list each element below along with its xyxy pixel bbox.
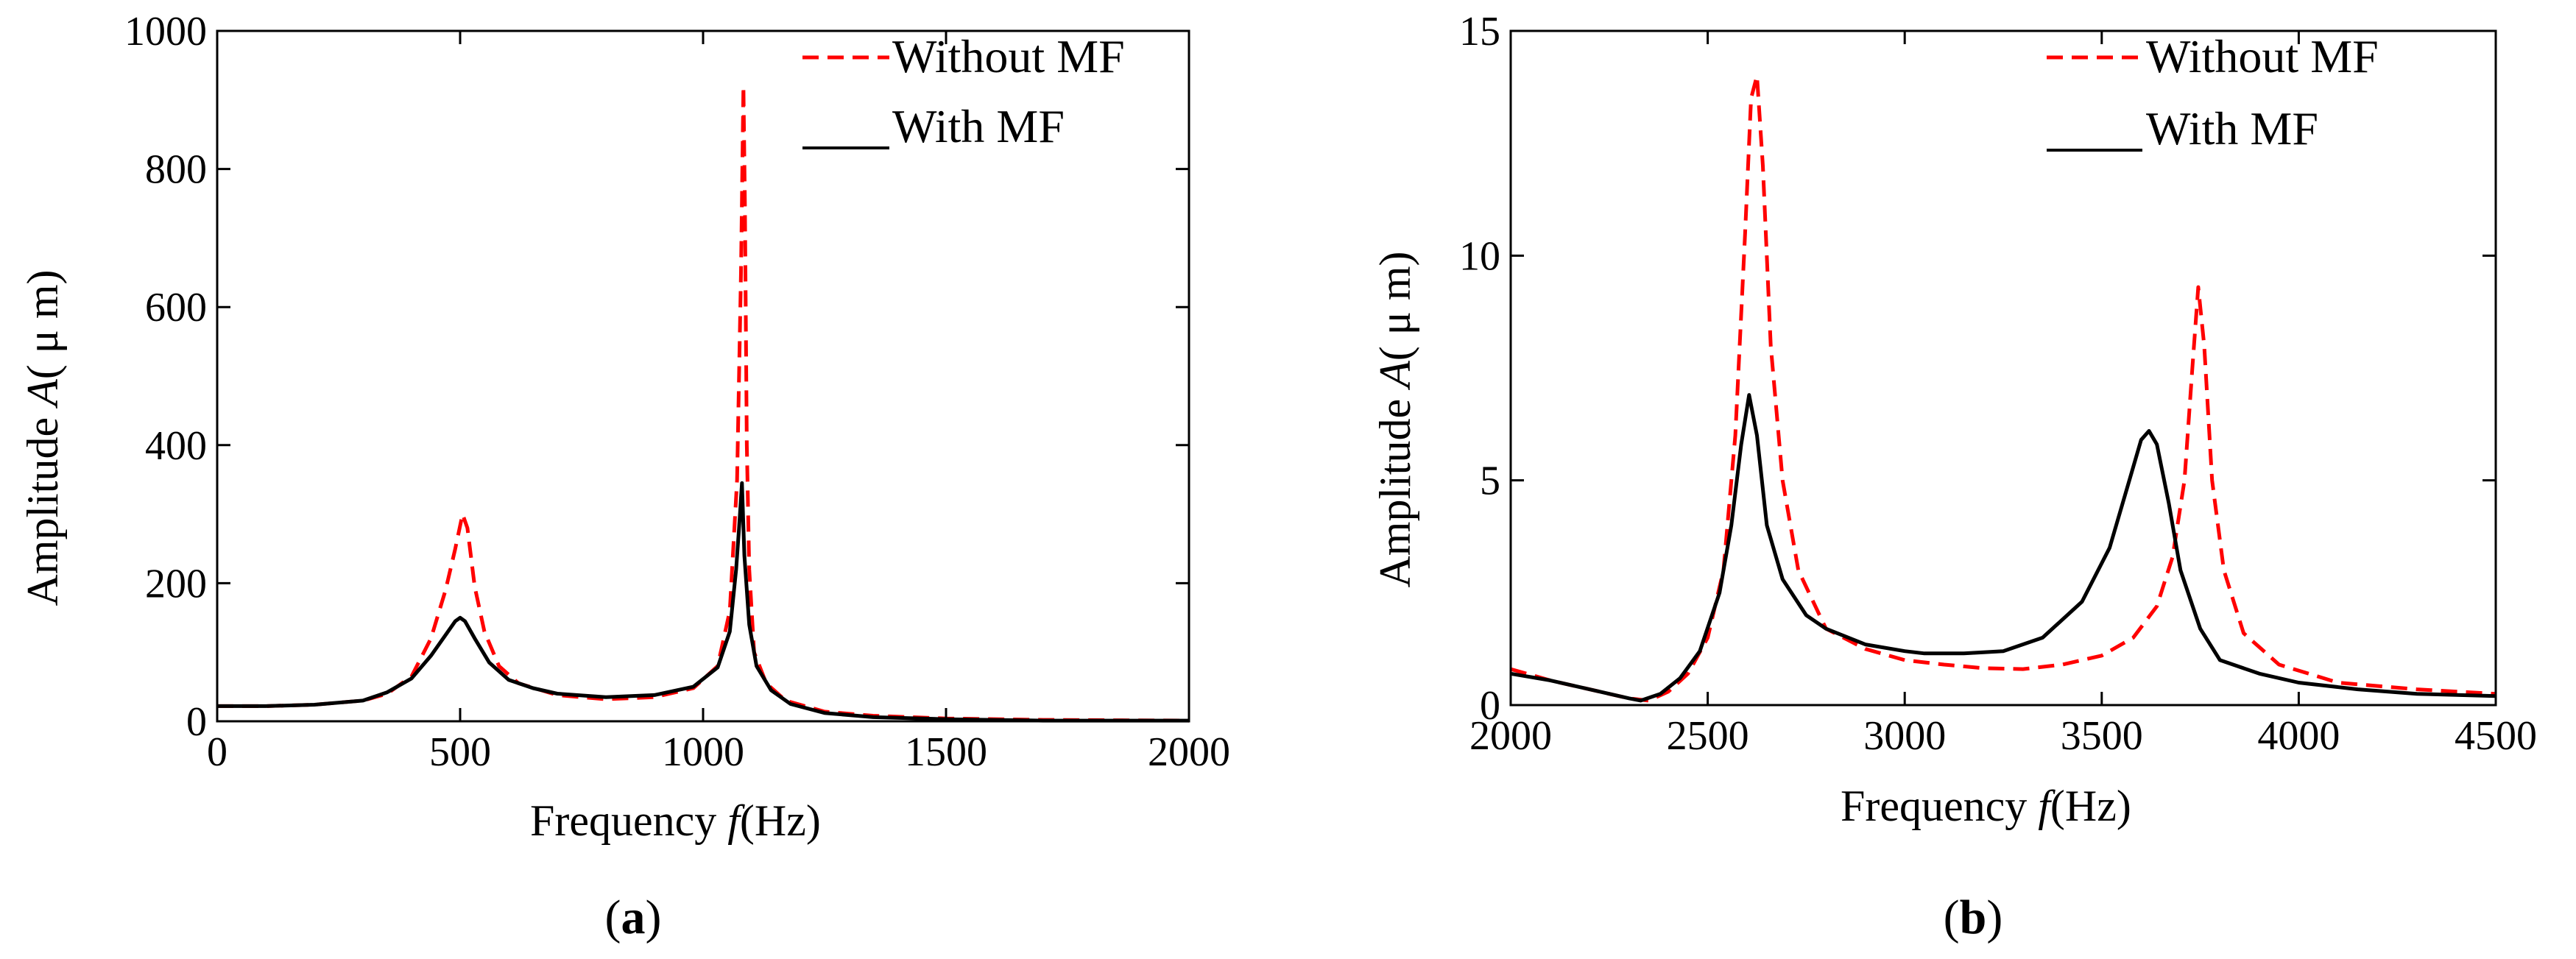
series-line-a-without-mf — [217, 84, 1190, 723]
chart-panel-a: 0 500 1000 1500 2000 0 200 400 600 800 1000 Frequ… — [18, 9, 1230, 944]
y-ticks-b: 0 5 10 15 — [1459, 9, 2496, 729]
y-tick-label: 0 — [1480, 683, 1500, 729]
x-tick-label: 4000 — [2257, 713, 2340, 759]
x-axis-label-b: Frequency f(Hz) — [1841, 782, 2131, 830]
y-tick-label: 800 — [145, 147, 207, 193]
y-tick-label: 200 — [145, 561, 207, 606]
x-ticks-a: 0 500 1000 1500 2000 — [207, 31, 1230, 775]
y-axis-label-b: Amplitude A( μ m) — [1371, 251, 1419, 587]
x-tick-label: 2500 — [1667, 713, 1749, 759]
curves-a — [217, 84, 1190, 723]
series-line-a-with-mf — [217, 481, 1189, 723]
y-tick-label: 400 — [145, 423, 207, 469]
y-tick-label: 1000 — [124, 9, 207, 54]
legend-label-without-mf-b: Without MF — [2146, 30, 2379, 82]
y-tick-label: 5 — [1480, 459, 1500, 504]
series-line-b-with-mf — [1510, 393, 2496, 703]
x-axis-label-a: Frequency f(Hz) — [530, 796, 821, 845]
legend-a: Without MF With MF — [802, 30, 1125, 152]
y-axis-label-a: Amplitude A( μ m) — [18, 269, 67, 606]
y-tick-label: 15 — [1459, 9, 1500, 54]
y-ticks-a: 0 200 400 600 800 1000 — [124, 9, 1189, 745]
series-line-b-without-mf — [1510, 74, 2496, 703]
x-tick-label: 500 — [429, 729, 491, 775]
curves-b — [1510, 74, 2496, 703]
legend-label-with-mf-b: With MF — [2146, 102, 2318, 155]
y-tick-label: 600 — [145, 285, 207, 330]
x-tick-label: 4500 — [2455, 713, 2537, 759]
x-tick-label: 2000 — [1148, 729, 1230, 775]
x-tick-label: 0 — [207, 729, 227, 775]
x-tick-label: 3500 — [2061, 713, 2143, 759]
caption-b: (b) — [1944, 891, 2003, 944]
legend-b: Without MF With MF — [2047, 30, 2379, 155]
legend-label-without-mf-a: Without MF — [892, 30, 1125, 82]
y-tick-label: 0 — [186, 699, 207, 745]
x-tick-label: 3000 — [1863, 713, 1946, 759]
x-ticks-b: 2000 2500 3000 3500 4000 4500 — [1469, 31, 2537, 759]
plot-frame-b — [1509, 29, 2497, 707]
caption-a: (a) — [605, 891, 662, 944]
legend-label-with-mf-a: With MF — [892, 100, 1065, 152]
x-tick-label: 2000 — [1469, 713, 1552, 759]
y-tick-label: 10 — [1459, 233, 1500, 279]
x-tick-label: 1500 — [905, 729, 987, 775]
x-tick-label: 1000 — [662, 729, 744, 775]
chart-panel-b: 2000 2500 3000 3500 4000 4500 0 5 10 15 Frequenc… — [1371, 9, 2537, 944]
